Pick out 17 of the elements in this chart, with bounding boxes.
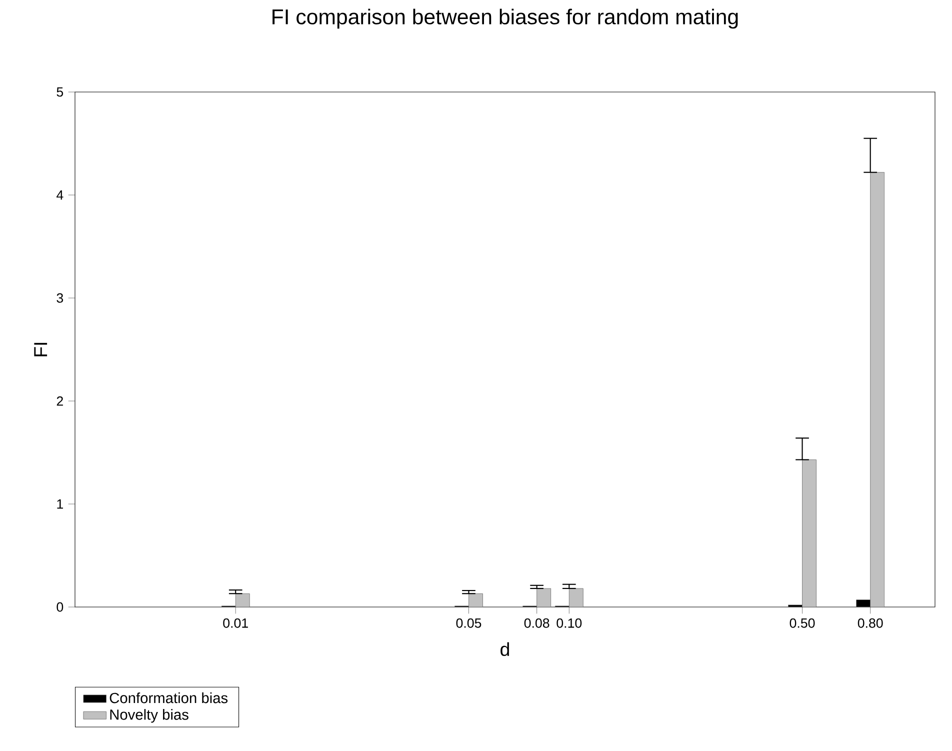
x-tick-label: 0.05	[456, 618, 482, 628]
y-tick-label: 1	[57, 499, 63, 509]
y-tick-label: 0	[56, 602, 64, 612]
y-tick-label: 3	[56, 293, 64, 303]
x-tick-label: 0.80	[858, 618, 883, 628]
x-tick-label: 0.01	[223, 618, 248, 628]
y-tick-label: 4	[56, 190, 64, 200]
x-tick-label: 0.08	[524, 618, 550, 628]
chart-title: FI comparison between biases for random mating	[272, 8, 738, 29]
x-tick-label: 0.10	[556, 618, 582, 628]
y-tick-label: 5	[56, 87, 64, 97]
x-tick-label: 0.50	[790, 618, 815, 628]
y-axis-title: FI	[34, 342, 48, 356]
legend-label: Novelty bias	[110, 709, 188, 723]
legend-label: Conformation bias	[110, 692, 228, 704]
y-tick-label: 2	[56, 396, 63, 406]
x-axis-title: d	[500, 642, 509, 656]
